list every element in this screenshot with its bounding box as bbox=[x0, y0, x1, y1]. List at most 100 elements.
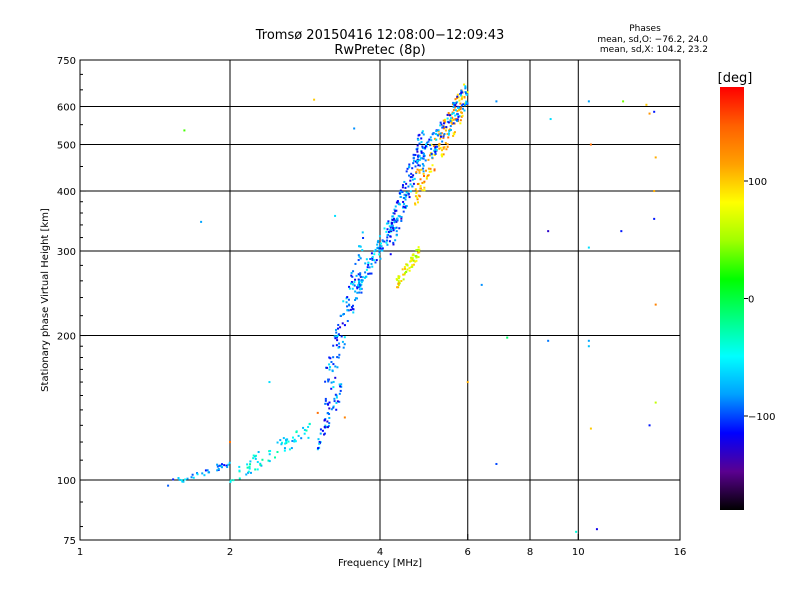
colorbar bbox=[720, 87, 744, 510]
scatter-point bbox=[381, 247, 384, 250]
scatter-point bbox=[364, 262, 367, 265]
scatter-point bbox=[229, 441, 231, 444]
scatter-point bbox=[452, 106, 455, 109]
scatter-point bbox=[391, 224, 394, 227]
scatter-point bbox=[358, 274, 361, 277]
scatter-point bbox=[404, 271, 407, 274]
scatter-point bbox=[418, 142, 421, 145]
scatter-point bbox=[350, 274, 353, 277]
scatter-point bbox=[336, 327, 339, 330]
scatter-point bbox=[218, 464, 221, 467]
scatter-point bbox=[443, 146, 446, 149]
scatter-point bbox=[437, 144, 440, 147]
scatter-point bbox=[417, 164, 420, 167]
scatter-point bbox=[376, 246, 379, 249]
scatter-point bbox=[459, 122, 462, 125]
scatter-point bbox=[433, 137, 436, 140]
scatter-point bbox=[373, 250, 376, 253]
scatter-point bbox=[399, 189, 402, 192]
scatter-point bbox=[329, 357, 332, 360]
scatter-point bbox=[358, 245, 361, 248]
scatter-point bbox=[367, 261, 370, 264]
x-axis-label: Frequency [MHz] bbox=[338, 558, 422, 569]
scatter-point bbox=[411, 185, 414, 188]
scatter-point bbox=[387, 230, 390, 233]
scatter-point bbox=[406, 264, 409, 267]
scatter-point bbox=[343, 336, 346, 339]
scatter-point bbox=[406, 268, 409, 271]
scatter-point bbox=[334, 337, 337, 340]
scatter-point bbox=[395, 278, 398, 281]
scatter-point bbox=[196, 472, 199, 475]
scatter-point bbox=[457, 109, 460, 112]
scatter-point bbox=[350, 306, 353, 309]
scatter-point bbox=[361, 249, 364, 252]
scatter-point bbox=[463, 102, 466, 105]
scatter-point bbox=[379, 257, 382, 260]
scatter-point bbox=[348, 285, 351, 288]
scatter-point bbox=[402, 196, 405, 199]
scatter-point bbox=[589, 143, 592, 146]
scatter-point bbox=[426, 174, 429, 177]
scatter-point bbox=[648, 112, 651, 115]
scatter-point bbox=[425, 177, 428, 180]
scatter-point bbox=[394, 219, 397, 222]
scatter-point bbox=[458, 106, 461, 109]
scatter-point bbox=[422, 164, 425, 167]
scatter-point bbox=[427, 167, 430, 170]
scatter-point bbox=[463, 104, 466, 107]
scatter-point bbox=[254, 457, 257, 460]
scatter-point bbox=[589, 427, 592, 430]
scatter-point bbox=[444, 118, 447, 121]
grid-lines bbox=[80, 60, 680, 540]
scatter-point bbox=[334, 328, 337, 331]
y-tick-label: 75 bbox=[63, 536, 76, 547]
scatter-point bbox=[225, 464, 228, 467]
scatter-point bbox=[445, 148, 448, 151]
scatter-point bbox=[415, 259, 418, 262]
scatter-point bbox=[419, 164, 422, 167]
scatter-point bbox=[370, 272, 373, 275]
scatter-point bbox=[282, 437, 285, 440]
scatter-point bbox=[417, 246, 420, 249]
scatter-point bbox=[293, 438, 296, 441]
scatter-point bbox=[547, 230, 550, 233]
scatter-point bbox=[440, 135, 443, 138]
scatter-point bbox=[407, 185, 410, 188]
scatter-point bbox=[368, 266, 371, 269]
scatter-point bbox=[453, 102, 456, 105]
scatter-point bbox=[414, 260, 417, 263]
scatter-point bbox=[460, 104, 463, 107]
scatter-point bbox=[495, 100, 498, 103]
scatter-point bbox=[392, 229, 395, 232]
scatter-point bbox=[360, 280, 363, 283]
scatter-point bbox=[417, 194, 420, 197]
scatter-point bbox=[424, 169, 427, 172]
scatter-point bbox=[410, 259, 413, 262]
scatter-point bbox=[290, 447, 293, 450]
scatter-point bbox=[450, 119, 453, 122]
scatter-point bbox=[442, 147, 445, 150]
scatter-point bbox=[346, 305, 349, 308]
scatter-point bbox=[378, 250, 381, 253]
scatter-point bbox=[461, 114, 464, 117]
scatter-point bbox=[276, 441, 279, 444]
scatter-point bbox=[547, 339, 550, 342]
scatter-point bbox=[410, 258, 413, 261]
scatter-point bbox=[280, 443, 283, 446]
scatter-point bbox=[549, 118, 552, 121]
scatter-point bbox=[401, 191, 404, 194]
scatter-point bbox=[456, 93, 459, 96]
scatter-point bbox=[433, 145, 436, 148]
scatter-point bbox=[283, 449, 286, 452]
scatter-point bbox=[405, 194, 408, 197]
scatter-point bbox=[396, 286, 399, 289]
scatter-point bbox=[445, 126, 448, 129]
scatter-point bbox=[433, 153, 436, 156]
scatter-point bbox=[339, 314, 342, 317]
scatter-point bbox=[339, 326, 342, 329]
scatter-point bbox=[428, 170, 431, 173]
scatter-point bbox=[420, 141, 423, 144]
scatter-point bbox=[348, 287, 351, 290]
scatter-point bbox=[404, 272, 407, 275]
